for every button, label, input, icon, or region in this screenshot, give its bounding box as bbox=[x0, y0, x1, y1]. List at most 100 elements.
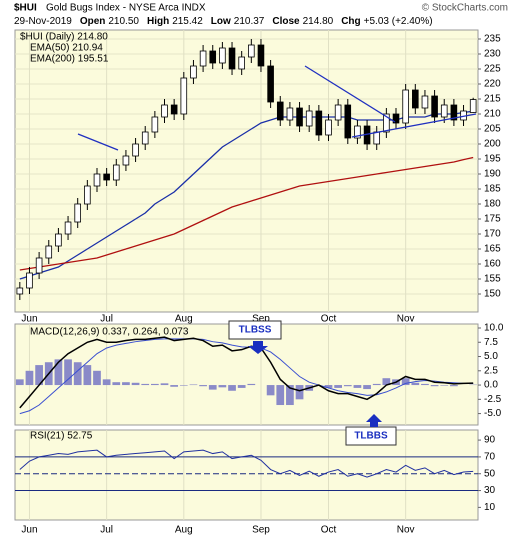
y-tick-label: 50 bbox=[484, 468, 496, 479]
plot-layer: 150 155 160 165 170 175 180 185 190 195 200 205 210 2… bbox=[15, 30, 504, 536]
legend-entry: MACD(12,26,9) 0.337, 0.264, 0.073 bbox=[30, 327, 189, 338]
candle-body bbox=[276, 101, 284, 121]
histogram-bar bbox=[237, 385, 246, 388]
histogram-bar bbox=[151, 383, 159, 386]
stat-label: Close bbox=[272, 16, 300, 27]
histogram-bar bbox=[102, 379, 111, 386]
candle-body bbox=[383, 113, 390, 133]
series-line bbox=[19, 449, 474, 478]
price-panel bbox=[14, 29, 479, 313]
y-tick-label: 170 bbox=[484, 229, 501, 240]
y-tick-label: 190 bbox=[484, 169, 501, 180]
stat-value: +5.03 (+2.40%) bbox=[364, 16, 433, 27]
histogram-bar bbox=[324, 385, 333, 388]
x-tick-label: Nov bbox=[397, 525, 415, 536]
candle-body bbox=[450, 104, 458, 121]
stats: 29-Nov-2019 Open 210.50 High 215.42 Low 210.37… bbox=[14, 16, 433, 27]
candle-body bbox=[26, 272, 33, 289]
candle-body bbox=[344, 104, 352, 139]
candle-body bbox=[315, 110, 323, 136]
candle-body bbox=[238, 56, 245, 70]
histogram-bar bbox=[401, 378, 410, 386]
histogram-bar bbox=[372, 383, 381, 386]
candle-body bbox=[35, 257, 43, 274]
histogram-bar bbox=[276, 385, 285, 406]
y-tick-label: 205 bbox=[484, 124, 501, 135]
y-tick-label: 210 bbox=[484, 109, 501, 120]
histogram-bar bbox=[35, 365, 43, 386]
histogram-bar bbox=[64, 359, 72, 386]
candle-body bbox=[180, 77, 188, 115]
candle-body bbox=[55, 233, 62, 247]
y-tick-label: 200 bbox=[484, 139, 501, 150]
histogram-bar bbox=[295, 385, 304, 400]
date: 29-Nov-2019 bbox=[14, 16, 72, 27]
candle-body bbox=[392, 113, 400, 124]
candle-body bbox=[16, 287, 24, 295]
symbol: $HUI bbox=[14, 3, 37, 14]
candle-body bbox=[469, 99, 477, 113]
histogram-bar bbox=[218, 385, 227, 388]
histogram-bar bbox=[15, 379, 24, 386]
candle-body bbox=[354, 125, 361, 139]
y-tick-label: 180 bbox=[484, 199, 501, 210]
stat-label: Open bbox=[80, 16, 106, 27]
candle-body bbox=[122, 155, 130, 166]
x-tick-label: Jul bbox=[100, 314, 113, 325]
legend-entry: EMA(50) 210.94 bbox=[30, 43, 103, 54]
histogram-bar bbox=[179, 385, 188, 386]
arrow bbox=[366, 414, 382, 427]
candle-body bbox=[64, 221, 72, 235]
candle-body bbox=[296, 107, 303, 127]
y-tick-label: 10 bbox=[484, 502, 496, 513]
histogram-bar bbox=[266, 385, 275, 396]
candle-body bbox=[151, 116, 159, 133]
candle-body bbox=[45, 245, 53, 259]
candle-body bbox=[228, 47, 236, 70]
y-tick-label: -5.0 bbox=[484, 408, 502, 419]
candle-body bbox=[170, 104, 178, 115]
candle-body bbox=[431, 95, 438, 118]
candle-body bbox=[325, 119, 332, 136]
candle-body bbox=[440, 104, 448, 118]
trend-line bbox=[351, 113, 477, 138]
histogram-bar bbox=[247, 383, 256, 386]
histogram-bar bbox=[450, 385, 458, 387]
y-tick-label: 0.0 bbox=[484, 380, 498, 391]
x-tick-label: Nov bbox=[397, 314, 415, 325]
x-tick-label: Jun bbox=[21, 525, 37, 536]
y-tick-label: 175 bbox=[484, 214, 501, 225]
candle-body bbox=[412, 89, 419, 109]
histogram-bar bbox=[411, 382, 420, 386]
y-tick-label: 165 bbox=[484, 244, 501, 255]
arrow bbox=[248, 341, 268, 354]
histogram-bar bbox=[170, 385, 179, 387]
histogram-bar bbox=[430, 385, 439, 387]
histogram-bar bbox=[286, 385, 294, 406]
histogram-bar bbox=[160, 383, 169, 386]
stat-label: Low bbox=[211, 16, 231, 27]
histogram-bar bbox=[382, 378, 391, 386]
series-line bbox=[19, 336, 474, 409]
histogram-bar bbox=[228, 385, 236, 391]
candle-body bbox=[190, 65, 197, 79]
candle-body bbox=[93, 173, 101, 187]
candle-body bbox=[209, 50, 217, 64]
stat-label: High bbox=[147, 16, 169, 27]
annotation: TLBBS bbox=[354, 431, 388, 442]
candle-body bbox=[141, 131, 149, 145]
candle-body bbox=[84, 185, 91, 205]
x-tick-label: Aug bbox=[175, 525, 193, 536]
histogram-bar bbox=[421, 383, 429, 386]
candle-body bbox=[219, 47, 226, 64]
stat-value: 210.50 bbox=[108, 16, 139, 27]
histogram-bar bbox=[208, 385, 217, 390]
y-tick-label: 5.0 bbox=[484, 351, 498, 362]
candle-body bbox=[103, 173, 110, 181]
candle-body bbox=[421, 95, 429, 109]
y-tick-label: 2.5 bbox=[484, 365, 498, 376]
rsi-panel bbox=[14, 429, 479, 521]
candle-body bbox=[267, 65, 274, 103]
y-tick-label: 215 bbox=[484, 94, 501, 105]
